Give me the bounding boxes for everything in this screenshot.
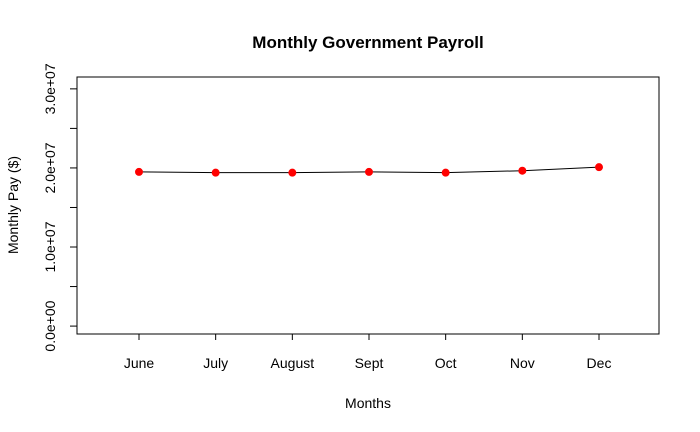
x-tick-label: August xyxy=(271,355,315,371)
x-tick-label: July xyxy=(203,355,228,371)
y-axis: 0.0e+00 1.0e+07 2.0e+07 3.0e+07 xyxy=(42,63,77,352)
plot-frame xyxy=(76,76,660,335)
y-tick-label: 3.0e+07 xyxy=(42,63,58,114)
y-tick-label: 2.0e+07 xyxy=(42,142,58,193)
data-point xyxy=(211,168,220,177)
x-axis-label: Months xyxy=(345,395,391,411)
x-tick-label: Oct xyxy=(435,355,457,371)
y-tick-label: 0.0e+00 xyxy=(42,300,58,351)
series-layer xyxy=(135,163,603,177)
data-point xyxy=(365,167,373,176)
x-axis: June July August Sept Oct Nov Dec xyxy=(124,334,612,371)
chart-title: Monthly Government Payroll xyxy=(252,33,483,52)
data-point xyxy=(441,168,450,177)
data-point xyxy=(288,168,297,177)
y-tick-label: 1.0e+07 xyxy=(42,221,58,272)
y-axis-label: Monthly Pay ($) xyxy=(5,156,21,254)
x-tick-label: Dec xyxy=(587,355,612,371)
x-tick-label: June xyxy=(124,355,155,371)
x-tick-label: Sept xyxy=(355,355,384,371)
data-point xyxy=(135,167,143,176)
data-point xyxy=(595,163,603,172)
x-tick-label: Nov xyxy=(510,355,535,371)
data-point xyxy=(518,166,527,175)
